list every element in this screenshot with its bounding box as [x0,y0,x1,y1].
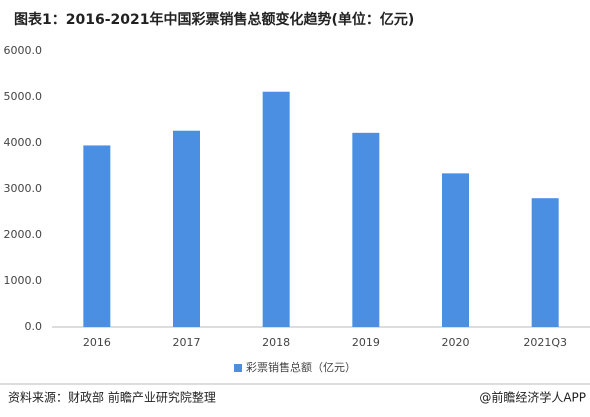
x-tick-label: 2018 [262,336,290,349]
y-tick-label: 6000.0 [4,44,43,57]
x-tick-label: 2019 [352,336,380,349]
bar [173,130,200,327]
bar [352,132,380,327]
bar [442,173,469,327]
bar [83,145,111,327]
y-tick-label: 1000.0 [4,274,43,287]
bar [262,91,290,328]
legend-swatch [234,364,242,372]
y-tick-label: 3000.0 [4,182,43,195]
x-tick-label: 2020 [442,336,470,349]
chart-title: 图表1：2016-2021年中国彩票销售总额变化趋势(单位：亿元) [14,11,414,28]
bar [531,198,559,327]
y-tick-label: 0.0 [25,320,43,333]
y-tick-label: 2000.0 [4,228,43,241]
x-tick-label: 2016 [83,336,111,349]
source: 资料来源：财政部 前瞻产业研究院整理 [8,390,216,405]
legend-label: 彩票销售总额（亿元） [246,360,356,374]
x-tick-label: 2021Q3 [523,336,567,349]
y-tick-label: 5000.0 [4,90,43,103]
credit: @前瞻经济学人APP [479,390,586,405]
y-tick-label: 4000.0 [4,136,43,149]
x-tick-label: 2017 [173,336,201,349]
